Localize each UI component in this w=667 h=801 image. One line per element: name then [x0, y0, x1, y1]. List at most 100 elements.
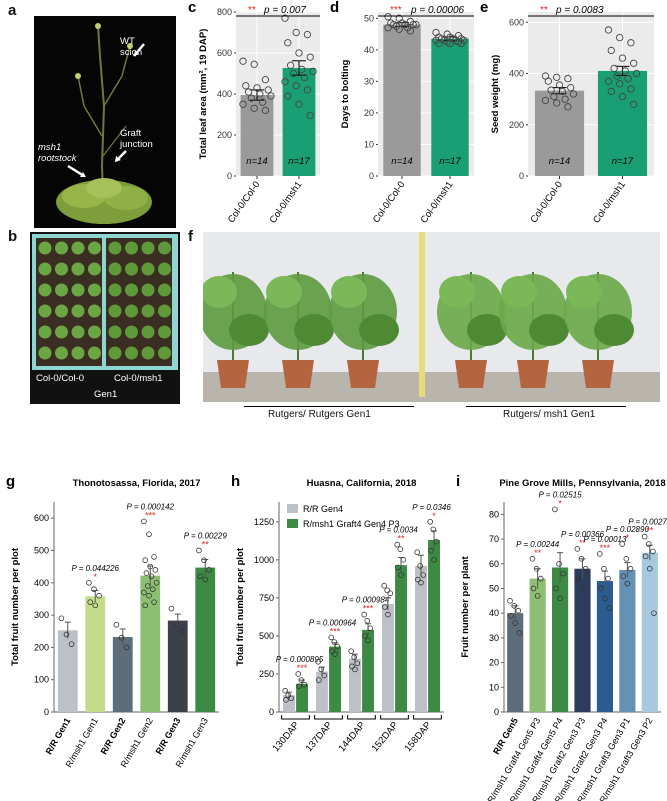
data-point [558, 87, 566, 96]
data-point [113, 621, 120, 628]
p-value: P = 0.000142 [126, 502, 174, 511]
p-value: P = 0.02890 [606, 525, 650, 534]
data-point [406, 27, 415, 35]
sig-stars: ** [579, 538, 587, 548]
y-tick-label: 10 [489, 682, 499, 692]
tomato-foliage [294, 314, 334, 346]
data-point [354, 660, 361, 667]
p-value: P = 0.0034 [379, 526, 418, 535]
data-point [168, 605, 175, 612]
data-point [250, 60, 258, 68]
data-point [547, 86, 555, 94]
data-point [328, 634, 335, 641]
tomato-plants [203, 232, 660, 402]
seedling [38, 241, 52, 255]
data-point [384, 587, 391, 594]
bracket-label-right: Rutgers/ msh1 Gen1 [503, 409, 596, 420]
panel-letter-c: c [188, 0, 196, 16]
data-point [387, 590, 394, 597]
x-tick-label: Col-0/Col-0 [371, 179, 408, 225]
data-point [91, 586, 97, 593]
seedling [108, 262, 122, 276]
y-tick-label: 50 [489, 583, 499, 593]
bar-g-4 [167, 620, 188, 712]
chart-i: i Pine Grove Mills, Pennsylvania, 2018 0 10… [450, 472, 667, 801]
seedling [108, 346, 122, 360]
data-point [201, 557, 207, 563]
bar-i-3 [574, 568, 591, 712]
data-point [68, 641, 75, 647]
data-point [147, 563, 154, 570]
data-point [415, 576, 421, 583]
data-point [295, 49, 303, 57]
y-tick-label: 20 [364, 108, 374, 118]
data-point [552, 506, 558, 513]
seedling [141, 325, 155, 339]
n-label: n=17 [612, 156, 634, 167]
x-tick-label: 152DAP [370, 720, 401, 754]
scion-label: WT scion [120, 36, 143, 58]
seedling [141, 262, 155, 276]
data-point [417, 563, 424, 569]
data-point [152, 567, 159, 573]
data-point [529, 556, 536, 562]
data-point [564, 103, 572, 111]
y-tick-label: 20 [489, 658, 499, 668]
data-point [616, 33, 624, 42]
data-point [516, 630, 523, 636]
y-tick-label: 0 [369, 171, 374, 181]
chart-svg-h: h Huasna, California, 2018 0 250 500 750 1000 1… [231, 473, 451, 754]
data-point [385, 611, 391, 618]
data-point [288, 695, 295, 702]
chart-title: Thonotosassa, Florida, 2017 [73, 478, 201, 489]
panel-letter-a: a [8, 2, 17, 19]
data-point [630, 59, 638, 67]
sig-stars: * [432, 511, 436, 521]
bar-d-0 [383, 24, 421, 176]
data-point [596, 551, 603, 557]
data-point [457, 39, 465, 48]
y-tick-label: 100 [34, 675, 49, 685]
data-point [306, 53, 314, 61]
data-point [295, 100, 303, 108]
chart-e: e 0 200 400 600 n=14 Col-0/Col-0 n=17 Col-0/msh1… [478, 0, 660, 228]
data-point [418, 579, 424, 586]
data-point [197, 573, 203, 580]
x-tick-label: Col-0/Col-0 [226, 179, 263, 225]
data-point [382, 604, 388, 610]
bar-g-2 [112, 637, 133, 712]
seedling [108, 283, 122, 297]
bar-h-R/msh1 Graft4 Gen4 P3-4 [428, 540, 440, 712]
seedling [125, 241, 138, 255]
data-point [398, 572, 404, 578]
p-value: p = 0.00006 [410, 5, 465, 16]
p-value: P = 0.00229 [184, 531, 228, 540]
p-value: P = 0.044226 [71, 564, 119, 573]
seedling [71, 325, 85, 339]
seedling [158, 241, 171, 255]
data-point [247, 94, 256, 102]
data-point [567, 83, 575, 92]
data-point [550, 92, 558, 101]
seedling [38, 262, 52, 276]
seedling [108, 304, 122, 318]
sig-stars: ** [248, 5, 256, 16]
data-point [300, 73, 309, 82]
seedling [38, 346, 52, 360]
data-point [301, 681, 308, 688]
data-point [87, 599, 93, 605]
flower-pot [217, 360, 249, 388]
y-tick-label: 30 [364, 76, 374, 86]
y-axis-label: Days to bolting [340, 60, 351, 129]
data-point [534, 593, 541, 599]
legend-label: R/R Gen4 [303, 504, 343, 514]
seedling [125, 325, 138, 339]
data-point [544, 77, 552, 85]
y-axis-label: Fruit number per plant [460, 555, 471, 657]
data-point [146, 531, 152, 538]
data-point [123, 644, 130, 651]
data-point [605, 575, 611, 582]
tomato-foliage [529, 314, 569, 346]
data-point [351, 654, 358, 661]
x-tick-label: 144DAP [337, 720, 368, 754]
